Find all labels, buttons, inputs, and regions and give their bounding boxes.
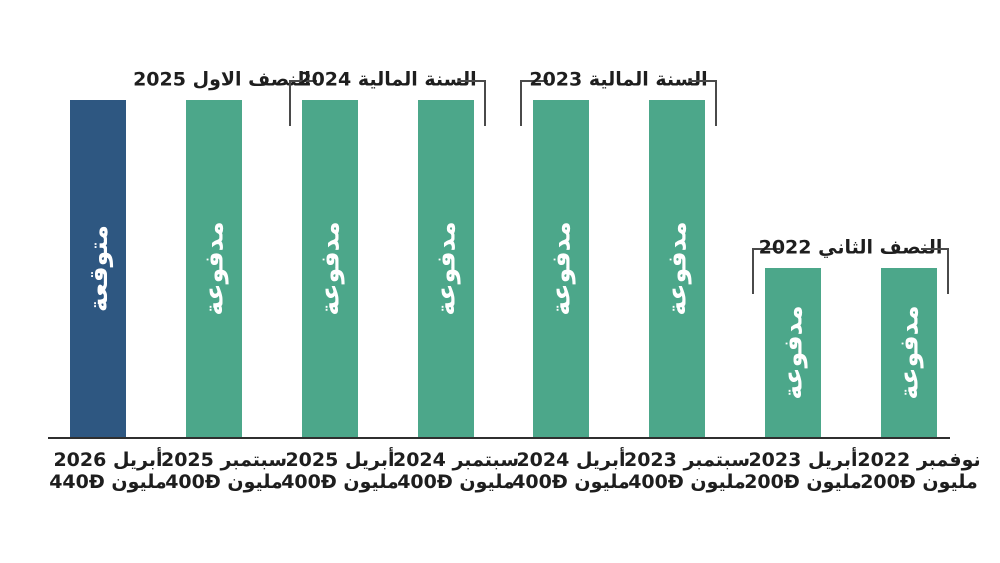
bracket-right-corner [689,80,717,126]
bar-date-label: سبتمبر 2025 [160,449,287,471]
bar-date-label: أبريل 2025 [285,449,395,471]
bar-date-label: سبتمبر 2023 [623,449,750,471]
bar-status-label: مدفوعة [199,221,229,316]
bracket-right-corner [458,80,486,126]
bar-date-label: نوفمبر 2022 [857,449,981,471]
bar-date-label: أبريل 2024 [516,449,626,471]
bar-status-label: مدفوعة [546,221,576,316]
bar: مدفوعة [881,268,937,437]
bar: مدفوعة [765,268,821,437]
bar-status-label: مدفوعة [778,305,808,400]
bar-axis-label: أبريل 2024 400Ð مليون [501,449,641,493]
bar-amount-label: 400Ð مليون [165,471,283,493]
bar-date-label: سبتمبر 2024 [392,449,519,471]
bar-amount-label: 400Ð مليون [397,471,515,493]
bar-date-label: أبريل 2026 [53,449,163,471]
bar: مدفوعة [533,100,589,437]
bar-axis-label: نوفمبر 2022 200Ð مليون [849,449,989,493]
bracket-left-corner [752,248,780,294]
bar: متوقعة [70,100,126,437]
bar: مدفوعة [186,100,242,437]
period-group-label: النصف الاول 2025 [133,68,311,91]
bar-amount-label: 200Ð مليون [744,471,862,493]
bar-status-label: متوقعة [83,225,113,312]
bar: مدفوعة [302,100,358,437]
bar-amount-label: 200Ð مليون [860,471,978,493]
bar-axis-label: أبريل 2026 440Ð مليون [38,449,178,493]
bar-axis-label: سبتمبر 2024 400Ð مليون [386,449,526,493]
bracket-right-corner [921,248,949,294]
bar-axis-label: سبتمبر 2023 400Ð مليون [617,449,757,493]
period-group-label: السنة المالية 2024 [298,68,477,91]
bar-status-label: مدفوعة [662,221,692,316]
bracket-left-corner [289,80,317,126]
period-group-label: السنة المالية 2023 [529,68,708,91]
period-group-label: النصف الثاني 2022 [758,236,943,259]
bar: مدفوعة [418,100,474,437]
bar-status-label: مدفوعة [431,221,461,316]
bar-amount-label: 400Ð مليون [281,471,399,493]
bar-axis-label: أبريل 2025 400Ð مليون [270,449,410,493]
bar-amount-label: 440Ð مليون [49,471,167,493]
bar-axis-label: سبتمبر 2025 400Ð مليون [154,449,294,493]
bar-axis-label: أبريل 2023 200Ð مليون [733,449,873,493]
bar-status-label: مدفوعة [315,221,345,316]
bar-amount-label: 400Ð مليون [628,471,746,493]
bracket-left-corner [520,80,548,126]
bar-amount-label: 400Ð مليون [512,471,630,493]
bar-date-label: أبريل 2023 [748,449,858,471]
bar-status-label: مدفوعة [894,305,924,400]
bar: مدفوعة [649,100,705,437]
x-axis-line [48,437,950,439]
